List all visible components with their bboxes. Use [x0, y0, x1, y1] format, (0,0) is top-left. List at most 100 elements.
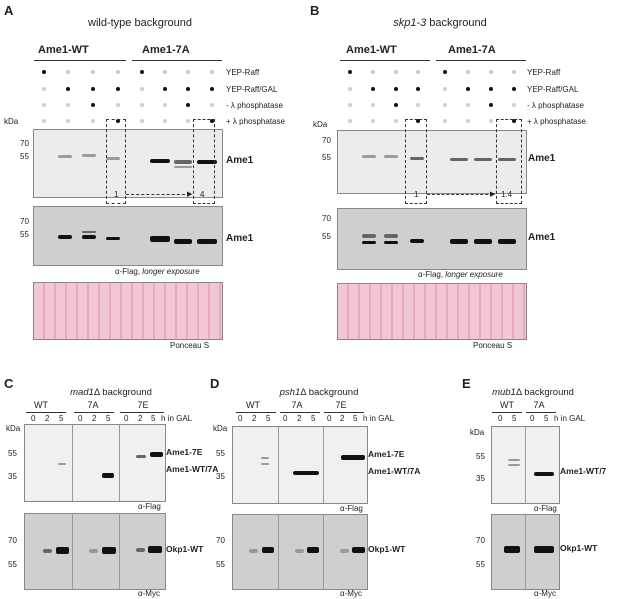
group-underline: [280, 412, 320, 413]
protein-label-ame1: Ame1: [226, 155, 254, 166]
dashed-box: [106, 119, 126, 204]
ponceau-stain-a: [33, 282, 223, 340]
row-label-minus-phosphatase: - λ phosphatase: [226, 101, 283, 110]
protein-label-ame1-7e: Ame1-7E: [166, 447, 203, 457]
antibody-label-flag: α-Flag: [340, 504, 363, 513]
panel-label-e: E: [462, 376, 471, 391]
ponceau-stain-b: [337, 283, 527, 340]
dashed-box: [405, 119, 427, 204]
kda-label: kDa: [313, 120, 328, 129]
antibody-label: α-Flag, longer exposure: [418, 270, 503, 279]
dashed-box: [496, 119, 522, 204]
quant-value: 1: [414, 190, 419, 199]
marker-70: 70: [216, 536, 225, 545]
antibody-label-flag: α-Flag: [138, 502, 161, 511]
group-underline: [324, 412, 364, 413]
marker-55: 55: [8, 560, 17, 569]
panel-d-title: psh1Δ background: [279, 387, 359, 398]
marker-35: 35: [216, 472, 225, 481]
protein-label-okp1-wt: Okp1-WT: [166, 544, 204, 554]
time-label: 5: [544, 414, 549, 423]
group-underline: [526, 412, 556, 413]
row-label-yep-raff: YEP-Raff: [226, 68, 260, 77]
row-label-plus-phosphatase: + λ phosphatase: [527, 117, 586, 126]
group-label-ame1-7a-b: Ame1-7A: [448, 44, 496, 56]
antibody-label-myc: α-Myc: [138, 589, 160, 598]
marker-70: 70: [476, 536, 485, 545]
h-in-gal-label: h in GAL: [161, 414, 193, 423]
western-blot-c-flag: [24, 424, 166, 502]
panel-label-a: A: [4, 3, 14, 18]
antibody-label-myc: α-Myc: [340, 589, 362, 598]
western-blot-a2: [33, 206, 223, 266]
panel-label-c: C: [4, 376, 14, 391]
marker-35: 35: [8, 472, 17, 481]
time-label: 0: [530, 414, 535, 423]
marker-55: 55: [8, 449, 17, 458]
antibody-label-myc: α-Myc: [534, 589, 556, 598]
protein-label-ame1-wt-7a: Ame1-WT/7A: [166, 464, 219, 474]
time-label: 2: [92, 414, 97, 423]
time-label: 0: [283, 414, 288, 423]
group-underline: [34, 60, 126, 61]
group-label-ame1-wt-a: Ame1-WT: [38, 44, 89, 56]
group-underline: [120, 412, 164, 413]
time-label: 0: [498, 414, 503, 423]
panel-b-title: skp1-3 background: [393, 17, 487, 29]
marker-55: 55: [216, 449, 225, 458]
marker-70: 70: [20, 139, 29, 148]
row-label-minus-phosphatase: - λ phosphatase: [527, 101, 584, 110]
marker-35: 35: [476, 474, 485, 483]
group-underline: [132, 60, 222, 61]
quant-value: 1: [114, 190, 119, 199]
group-label-7a: 7A: [291, 400, 303, 410]
kda-label: kDa: [213, 424, 228, 433]
time-label: 0: [78, 414, 83, 423]
marker-55: 55: [476, 452, 485, 461]
dashed-box: [193, 119, 215, 204]
group-label-7e: 7E: [137, 400, 149, 410]
western-blot-e-myc: [491, 514, 560, 590]
marker-70: 70: [322, 214, 331, 223]
time-label: 2: [138, 414, 143, 423]
panel-label-d: D: [210, 376, 220, 391]
antibody-label: α-Flag, longer exposure: [115, 267, 200, 276]
row-label-yep-raff-gal: YEP-Raff/GAL: [527, 85, 579, 94]
group-label-7a: 7A: [87, 400, 99, 410]
group-underline: [26, 412, 66, 413]
time-label: 0: [238, 414, 243, 423]
group-label-7e: 7E: [335, 400, 347, 410]
marker-55: 55: [476, 560, 485, 569]
kda-label: kDa: [470, 428, 485, 437]
time-label: 2: [340, 414, 345, 423]
group-underline: [340, 60, 430, 61]
panel-label-b: B: [310, 3, 320, 18]
kda-label: kDa: [6, 424, 21, 433]
protein-label-okp1-wt: Okp1-WT: [368, 544, 406, 554]
h-in-gal-label: h in GAL: [363, 414, 395, 423]
ponceau-label: Ponceau S: [170, 341, 210, 350]
time-label: 5: [353, 414, 358, 423]
western-blot-a1: [33, 129, 223, 198]
protein-label-ame1: Ame1: [528, 232, 556, 243]
quant-arrow: [427, 194, 493, 195]
time-label: 5: [106, 414, 111, 423]
group-label-wt: WT: [500, 400, 514, 410]
group-underline: [492, 412, 522, 413]
group-underline: [236, 412, 276, 413]
time-label: 0: [124, 414, 129, 423]
group-label-ame1-7a-a: Ame1-7A: [142, 44, 190, 56]
western-blot-b1: [337, 130, 527, 194]
group-label-wt: WT: [34, 400, 48, 410]
arrow-head: ▶: [490, 191, 496, 198]
protein-label-ame1: Ame1: [226, 233, 254, 244]
protein-label-okp1-wt: Okp1-WT: [560, 543, 598, 553]
marker-70: 70: [8, 536, 17, 545]
protein-label-ame1-wt7: Ame1-WT/7: [560, 466, 607, 476]
marker-70: 70: [20, 217, 29, 226]
western-blot-c-myc: [24, 513, 166, 590]
kda-label: kDa: [4, 117, 19, 126]
time-label: 2: [45, 414, 50, 423]
group-underline: [74, 412, 114, 413]
marker-70: 70: [322, 136, 331, 145]
